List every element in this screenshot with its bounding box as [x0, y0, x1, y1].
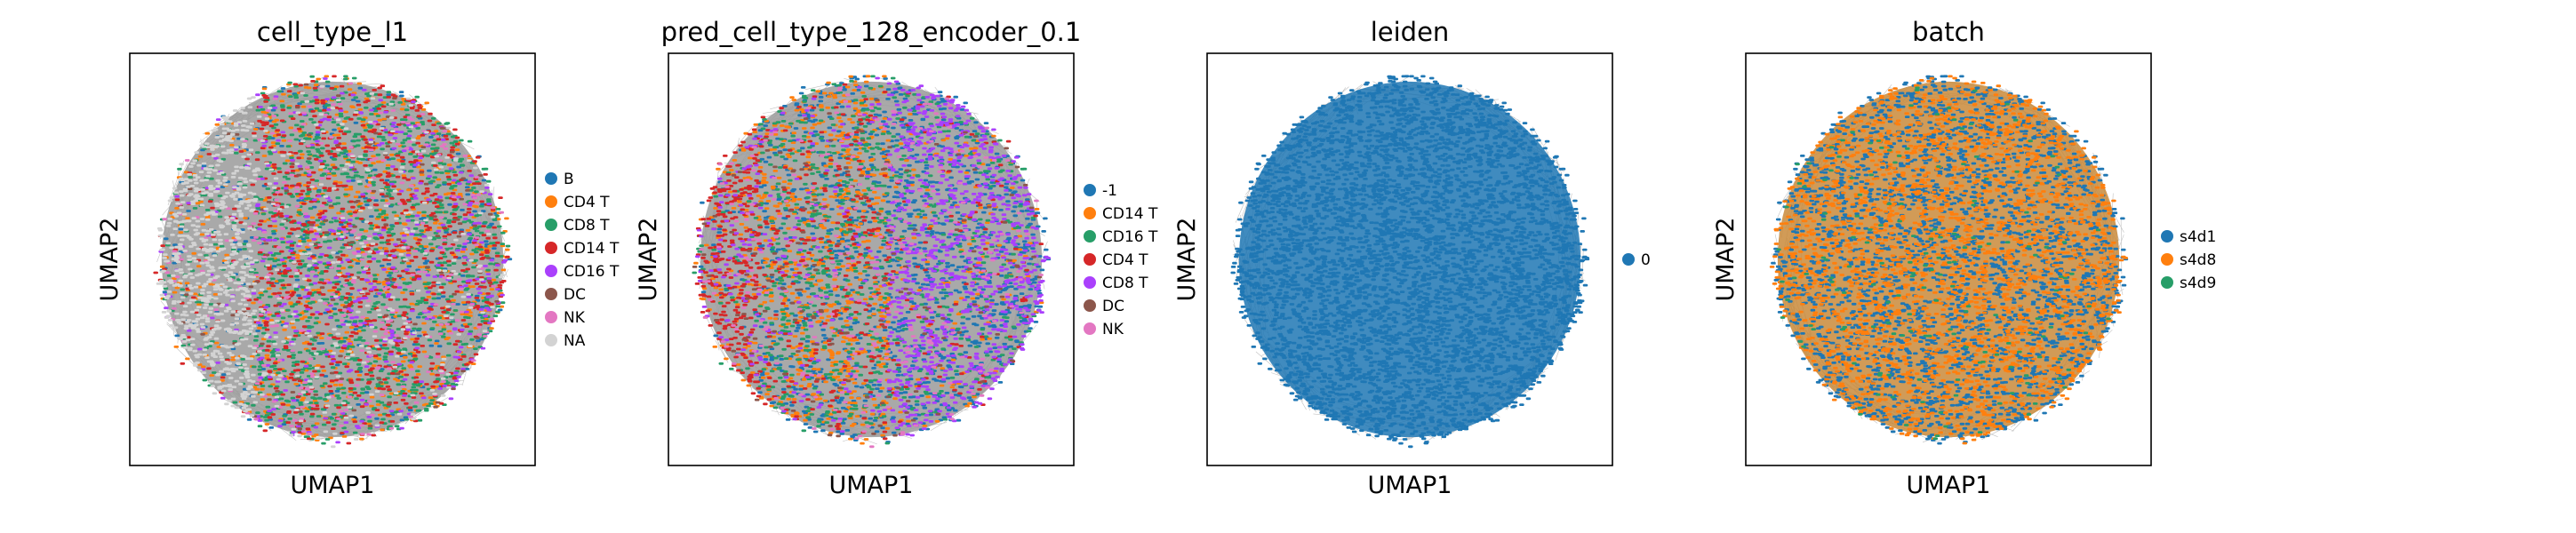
- legend-label: DC: [1102, 298, 1124, 315]
- legend: -1 CD14 T CD16 T CD4 T CD8 T DC NK: [1084, 182, 1158, 338]
- legend-marker: [1084, 230, 1096, 243]
- legend-label: CD14 T: [1102, 205, 1158, 223]
- legend-label: NK: [564, 309, 586, 327]
- legend-label: 0: [1641, 251, 1651, 269]
- scatter-points-s4d9: [1776, 86, 2111, 441]
- plot-frame: [129, 52, 536, 466]
- scatter-points-dc: [692, 99, 1043, 438]
- panel-title: batch: [1912, 17, 1985, 47]
- scatter-cloud: [1230, 75, 1590, 449]
- x-axis-label: UMAP1: [291, 472, 375, 499]
- panel-title: pred_cell_type_128_encoder_0.1: [661, 17, 1082, 47]
- legend-label: DC: [564, 286, 586, 304]
- legend-label: s4d1: [2180, 228, 2216, 246]
- y-axis-label: UMAP2: [96, 218, 124, 302]
- legend-marker: [545, 288, 557, 300]
- legend: B CD4 T CD8 T CD14 T CD16 T DC NK NA: [545, 171, 620, 350]
- legend-label: s4d8: [2180, 251, 2216, 269]
- legend-marker: [1084, 322, 1096, 335]
- legend-label: NK: [1102, 321, 1124, 338]
- plot-frame: [668, 52, 1075, 466]
- legend-marker: [545, 172, 557, 185]
- x-axis-label: UMAP1: [1907, 472, 1991, 499]
- y-axis-label: UMAP2: [1712, 218, 1740, 302]
- scatter-points-0: [1230, 75, 1590, 449]
- plot-frame: [1745, 52, 2152, 466]
- panel-leiden: leiden UMAP1 UMAP2 0: [1173, 17, 1651, 499]
- legend-label: s4d9: [2180, 274, 2216, 292]
- scatter-cloud: [153, 75, 513, 449]
- x-axis-label: UMAP1: [829, 472, 914, 499]
- legend-marker: [2161, 230, 2173, 243]
- legend-marker: [545, 219, 557, 231]
- legend-label: CD8 T: [1102, 274, 1148, 292]
- legend-label: CD16 T: [564, 263, 620, 281]
- legend-marker: [2161, 253, 2173, 266]
- legend-marker: [545, 334, 557, 346]
- legend-label: -1: [1102, 182, 1117, 200]
- legend-marker: [1084, 253, 1096, 266]
- legend-marker: [1084, 207, 1096, 219]
- legend-marker: [545, 242, 557, 254]
- y-axis-label: UMAP2: [1173, 218, 1201, 302]
- panel-pred-cell-type: pred_cell_type_128_encoder_0.1 UMAP1 UMA…: [635, 17, 1158, 499]
- legend-marker: [545, 265, 557, 277]
- legend-label: NA: [564, 332, 586, 350]
- legend-marker: [2161, 276, 2173, 289]
- legend-marker: [545, 311, 557, 323]
- panel-title: cell_type_l1: [257, 17, 408, 47]
- panel-title: leiden: [1371, 17, 1450, 47]
- legend-label: CD16 T: [1102, 228, 1158, 246]
- legend-marker: [1084, 299, 1096, 312]
- scatter-cloud: [692, 75, 1052, 449]
- legend-label: CD14 T: [564, 240, 620, 258]
- x-axis-label: UMAP1: [1368, 472, 1452, 499]
- scatter-points-na: [156, 84, 505, 449]
- legend-marker: [1084, 184, 1096, 196]
- legend-marker: [1622, 253, 1635, 266]
- panel-batch: batch UMAP1 UMAP2 s4d1 s4d8 s4d9: [1712, 17, 2216, 499]
- legend-label: CD4 T: [564, 194, 610, 211]
- plot-frame: [1206, 52, 1613, 466]
- legend: 0: [1622, 251, 1651, 269]
- scatter-points-cd8-t: [695, 76, 1051, 437]
- legend-marker: [545, 195, 557, 208]
- legend: s4d1 s4d8 s4d9: [2161, 228, 2216, 292]
- legend-label: CD4 T: [1102, 251, 1148, 269]
- legend-marker: [1084, 276, 1096, 289]
- y-axis-label: UMAP2: [635, 218, 662, 302]
- scatter-cloud: [1769, 75, 2129, 445]
- legend-label: B: [564, 171, 574, 188]
- scatter-points-nk: [699, 86, 1044, 449]
- legend-label: CD8 T: [564, 217, 610, 235]
- scatter-points-dc: [178, 83, 500, 431]
- panel-cell-type-l1: cell_type_l1 UMAP1 UMAP2 B CD4 T CD8 T CD14…: [96, 17, 620, 499]
